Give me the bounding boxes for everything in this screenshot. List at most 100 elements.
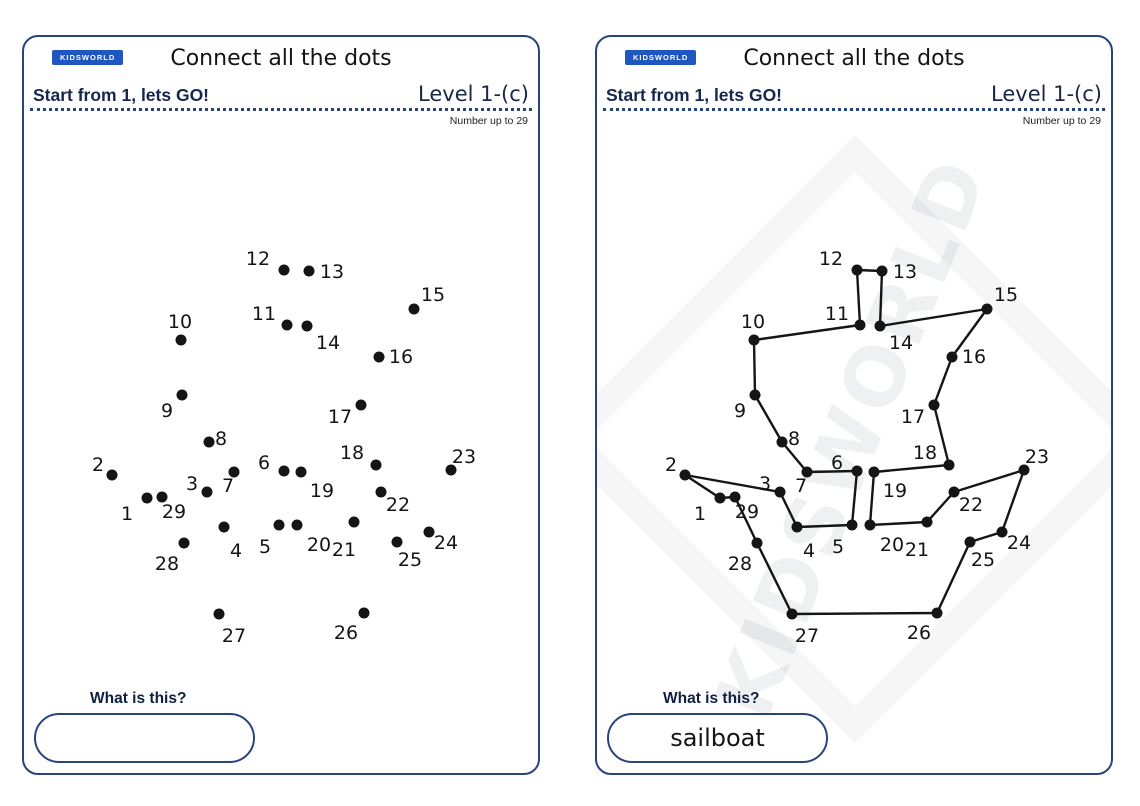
page-title: Connect all the dots [743,46,965,71]
dot-number-10: 10 [168,311,192,333]
dot-15 [981,303,993,315]
dot-3 [774,486,786,498]
dot-number-23: 23 [1025,446,1049,468]
dot-number-1: 1 [121,503,133,525]
dot-10 [748,334,760,346]
dot-12 [851,264,863,276]
dot-11 [281,319,293,331]
dot-number-16: 16 [389,346,413,368]
dot-11 [854,319,866,331]
dot-23 [1018,464,1030,476]
dot-25 [391,536,403,548]
dot-9 [749,389,761,401]
dot-5 [846,519,858,531]
dot-number-13: 13 [320,261,344,283]
question-label: What is this? [90,690,187,707]
dot-28 [178,537,190,549]
dot-24 [423,526,435,538]
kidsworld-logo: KIDSWORLD [625,50,697,65]
dot-13 [303,265,315,277]
dot-7 [801,466,813,478]
dot-number-16: 16 [962,346,986,368]
dot-number-10: 10 [741,311,765,333]
dot-1 [714,492,726,504]
dot-number-22: 22 [386,494,410,516]
dot-number-9: 9 [734,400,746,422]
dot-20 [864,519,876,531]
start-instruction: Start from 1, lets GO! [606,85,783,105]
dot-number-27: 27 [222,625,246,647]
kidsworld-logo: KIDSWORLD [52,50,124,65]
dot-number-8: 8 [788,428,800,450]
dot-24 [996,526,1008,538]
dot-18 [943,459,955,471]
dot-28 [751,537,763,549]
number-range-note: Number up to 29 [449,115,528,127]
dot-16 [373,351,385,363]
dot-17 [355,399,367,411]
dot-27 [786,608,798,620]
dot-number-18: 18 [340,442,364,464]
dot-7 [228,466,240,478]
answer-text: sailboat [670,724,765,752]
dot-number-7: 7 [795,475,807,497]
dot-27 [213,608,225,620]
worksheet-panel-unsolved: KIDSWORLD Connect all the dots Start fro… [22,35,540,775]
dot-16 [946,351,958,363]
dot-2 [679,469,691,481]
dot-number-12: 12 [819,248,843,270]
dot-22 [948,486,960,498]
dot-25 [964,536,976,548]
dot-29 [729,491,741,503]
dot-number-24: 24 [434,532,458,554]
dot-1 [141,492,153,504]
dot-number-14: 14 [316,332,340,354]
dot-number-21: 21 [332,539,356,561]
dot-14 [874,320,886,332]
dot-number-6: 6 [258,452,270,474]
dot-number-17: 17 [901,406,925,428]
dot-number-4: 4 [803,540,815,562]
dot-20 [291,519,303,531]
dot-13 [876,265,888,277]
connection-lines [683,268,1026,616]
dot-12 [278,264,290,276]
dot-number-29: 29 [162,501,186,523]
dot-number-25: 25 [971,549,995,571]
dot-number-19: 19 [310,480,334,502]
dot-number-1: 1 [694,503,706,525]
dot-5 [273,519,285,531]
dot-29 [156,491,168,503]
dot-number-11: 11 [825,303,849,325]
dot-number-23: 23 [452,446,476,468]
dot-number-17: 17 [328,406,352,428]
dot-number-15: 15 [421,284,445,306]
dot-14 [301,320,313,332]
dot-number-20: 20 [880,534,904,556]
dot-number-9: 9 [161,400,173,422]
answer-box[interactable] [34,713,255,763]
dot-number-5: 5 [259,536,271,558]
dot-6 [278,465,290,477]
dot-number-2: 2 [665,454,677,476]
dot-8 [776,436,788,448]
dot-number-11: 11 [252,303,276,325]
dotted-divider [603,108,1105,111]
dot-4 [218,521,230,533]
dot-17 [928,399,940,411]
dot-number-8: 8 [215,428,227,450]
dot-number-6: 6 [831,452,843,474]
page-title: Connect all the dots [170,46,392,71]
level-label: Level 1-(c) [991,82,1102,106]
answer-box[interactable]: sailboat [607,713,828,763]
dot-21 [348,516,360,528]
dot-number-13: 13 [893,261,917,283]
dot-number-18: 18 [913,442,937,464]
dot-26 [358,607,370,619]
dot-number-12: 12 [246,248,270,270]
dot-number-24: 24 [1007,532,1031,554]
dot-23 [445,464,457,476]
dot-9 [176,389,188,401]
start-instruction: Start from 1, lets GO! [33,85,210,105]
